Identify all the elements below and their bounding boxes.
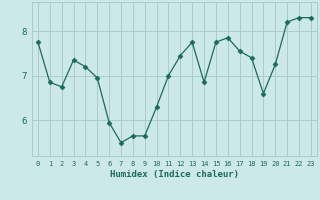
X-axis label: Humidex (Indice chaleur): Humidex (Indice chaleur) (110, 170, 239, 179)
